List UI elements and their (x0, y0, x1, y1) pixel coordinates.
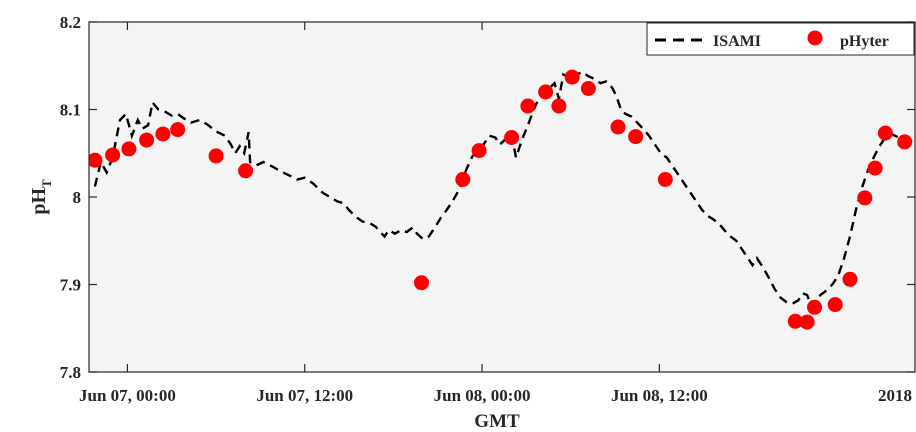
y-axis-label-main: pH (28, 188, 50, 215)
phyter-point-21 (799, 314, 815, 330)
y-tick-label: 7.8 (60, 363, 81, 382)
phyter-point-6 (208, 148, 224, 164)
legend-phyter-swatch (807, 30, 823, 46)
legend-phyter-label: pHyter (840, 33, 889, 50)
series-layer (89, 68, 915, 330)
phyter-point-28 (897, 134, 913, 150)
phyter-point-27 (877, 125, 893, 141)
phyter-point-1 (105, 147, 121, 163)
phyter-point-14 (551, 98, 567, 114)
phyter-point-10 (471, 143, 487, 159)
x-tick-label: Jun 07, 00:00 (79, 386, 176, 405)
y-axis-label-subscript: T (39, 179, 54, 188)
y-axis-label: pHT (28, 179, 54, 215)
phyter-point-26 (867, 160, 883, 176)
phyter-point-13 (538, 84, 554, 100)
year-label: 2018 (878, 386, 912, 405)
phyter-point-8 (414, 275, 429, 291)
phyter-point-25 (857, 190, 873, 206)
axes-layer: 7.8 7.9 8 8.1 8.2 Jun 07, 00:00 Jun 07, 12:00 J… (60, 13, 916, 405)
phyter-point-11 (504, 130, 520, 145)
y-tick-label: 8 (73, 188, 82, 207)
x-tick-label: Jun 08, 00:00 (434, 386, 531, 405)
isami-series-line (93, 68, 915, 309)
phyter-point-9 (455, 172, 471, 187)
phyter-point-4 (155, 126, 171, 142)
legend-isami-label: ISAMI (713, 33, 761, 50)
phyter-point-2 (121, 141, 137, 157)
phyter-point-22 (807, 299, 822, 315)
phyter-point-19 (657, 172, 673, 187)
phyter-point-23 (827, 297, 843, 313)
legend: ISAMI pHyter (646, 22, 915, 56)
phyter-point-0 (89, 152, 103, 168)
y-tick-label: 7.9 (60, 276, 81, 295)
phyter-point-20 (787, 313, 803, 329)
plot-area (89, 22, 915, 372)
phyter-point-17 (610, 119, 626, 135)
phyter-point-5 (170, 122, 186, 138)
y-tick-label: 8.2 (60, 13, 81, 32)
phyter-point-24 (842, 271, 858, 287)
phyter-point-3 (139, 132, 155, 148)
phyter-point-16 (580, 81, 596, 96)
x-tick-label: Jun 08, 12:00 (611, 386, 708, 405)
x-axis-label: GMT (474, 411, 520, 432)
phyter-point-15 (564, 69, 580, 85)
phyter-point-18 (628, 129, 644, 145)
phyter-point-7 (238, 163, 254, 179)
x-tick-label: Jun 07, 12:00 (256, 386, 353, 405)
phyter-point-12 (520, 98, 536, 114)
y-tick-label: 8.1 (60, 101, 81, 120)
